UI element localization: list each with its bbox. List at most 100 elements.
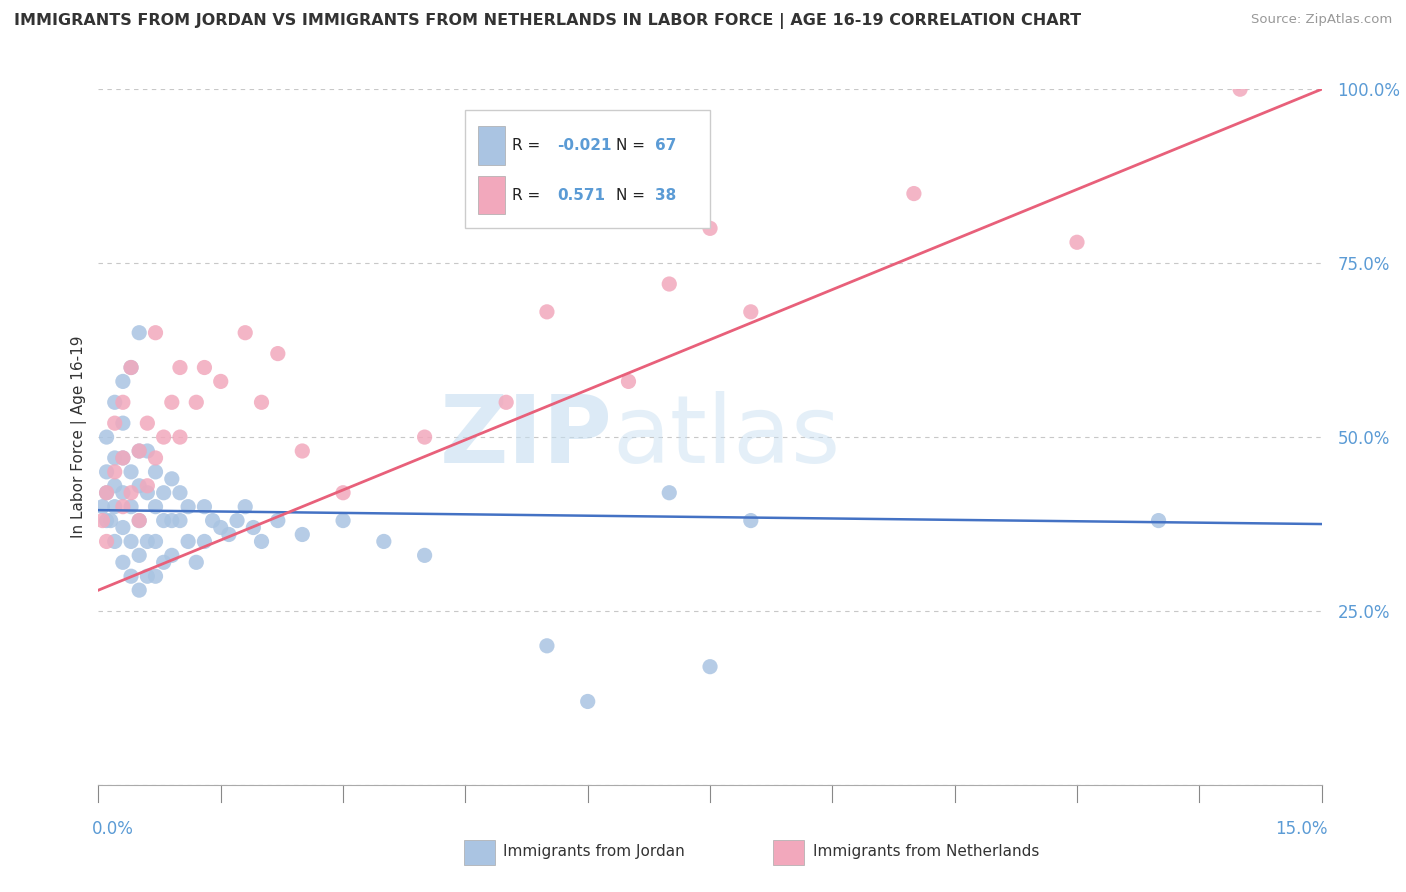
Point — [120, 465, 142, 479]
Point — [111, 375, 134, 389]
Point — [226, 514, 249, 528]
Text: ZIP: ZIP — [439, 391, 612, 483]
Point — [373, 534, 395, 549]
Point — [111, 416, 134, 430]
Point — [111, 520, 134, 534]
Point — [250, 534, 273, 549]
Text: IMMIGRANTS FROM JORDAN VS IMMIGRANTS FROM NETHERLANDS IN LABOR FORCE | AGE 16-19: IMMIGRANTS FROM JORDAN VS IMMIGRANTS FRO… — [14, 13, 1081, 29]
Point — [1147, 514, 1170, 528]
Point — [136, 534, 159, 549]
Point — [903, 186, 925, 201]
Point — [120, 569, 142, 583]
Point — [128, 514, 150, 528]
Point — [128, 514, 150, 528]
Point — [267, 346, 290, 360]
Point — [291, 527, 314, 541]
Point — [104, 465, 127, 479]
Point — [193, 360, 215, 375]
Point — [160, 395, 183, 409]
Point — [160, 549, 183, 563]
Point — [160, 514, 183, 528]
Text: -0.021: -0.021 — [557, 138, 612, 153]
Point — [120, 360, 142, 375]
Text: R =: R = — [512, 138, 546, 153]
Text: Immigrants from Jordan: Immigrants from Jordan — [503, 845, 685, 859]
Point — [233, 326, 256, 340]
Point — [136, 569, 159, 583]
Point — [1066, 235, 1088, 250]
Text: 0.571: 0.571 — [557, 187, 605, 202]
Point — [658, 485, 681, 500]
Text: N =: N = — [616, 187, 650, 202]
Point — [96, 514, 118, 528]
Point — [740, 305, 762, 319]
Point — [699, 659, 721, 673]
Point — [169, 360, 191, 375]
Point — [250, 395, 273, 409]
Point — [413, 430, 436, 444]
Point — [96, 465, 118, 479]
Point — [104, 395, 127, 409]
Point — [160, 472, 183, 486]
Point — [111, 485, 134, 500]
Point — [136, 485, 159, 500]
Point — [145, 326, 167, 340]
Point — [536, 639, 558, 653]
Point — [332, 485, 354, 500]
Point — [120, 534, 142, 549]
Point — [136, 444, 159, 458]
Point — [128, 444, 150, 458]
Point — [111, 450, 134, 465]
Text: Immigrants from Netherlands: Immigrants from Netherlands — [813, 845, 1039, 859]
Point — [145, 569, 167, 583]
Text: atlas: atlas — [612, 391, 841, 483]
Point — [104, 534, 127, 549]
Point — [145, 450, 167, 465]
Point — [96, 430, 118, 444]
Point — [617, 375, 640, 389]
Text: 38: 38 — [655, 187, 676, 202]
Point — [152, 485, 174, 500]
Text: 0.0%: 0.0% — [93, 820, 134, 838]
Point — [111, 450, 134, 465]
Point — [120, 485, 142, 500]
Point — [193, 500, 215, 514]
Point — [233, 500, 256, 514]
Point — [1229, 82, 1251, 96]
Point — [242, 520, 264, 534]
Point — [177, 534, 200, 549]
Point — [111, 500, 134, 514]
Bar — [478, 176, 505, 214]
Point — [209, 375, 232, 389]
Point — [96, 534, 118, 549]
Point — [104, 450, 127, 465]
Point — [120, 360, 142, 375]
Point — [96, 485, 118, 500]
Point — [104, 479, 127, 493]
Point — [128, 583, 150, 598]
Point — [177, 500, 200, 514]
Point — [332, 514, 354, 528]
Text: 67: 67 — [655, 138, 676, 153]
Point — [576, 694, 599, 708]
Point — [658, 277, 681, 291]
Point — [267, 514, 290, 528]
Point — [169, 514, 191, 528]
Text: Source: ZipAtlas.com: Source: ZipAtlas.com — [1251, 13, 1392, 27]
Bar — [478, 127, 505, 165]
Point — [136, 479, 159, 493]
Point — [218, 527, 240, 541]
Point — [104, 416, 127, 430]
Point — [136, 416, 159, 430]
Point — [145, 534, 167, 549]
Point — [291, 444, 314, 458]
Point — [128, 549, 150, 563]
Point — [169, 485, 191, 500]
Point — [152, 555, 174, 569]
Point — [186, 555, 208, 569]
Point — [152, 514, 174, 528]
Point — [145, 500, 167, 514]
Point — [96, 485, 118, 500]
Point — [120, 500, 142, 514]
Point — [536, 305, 558, 319]
